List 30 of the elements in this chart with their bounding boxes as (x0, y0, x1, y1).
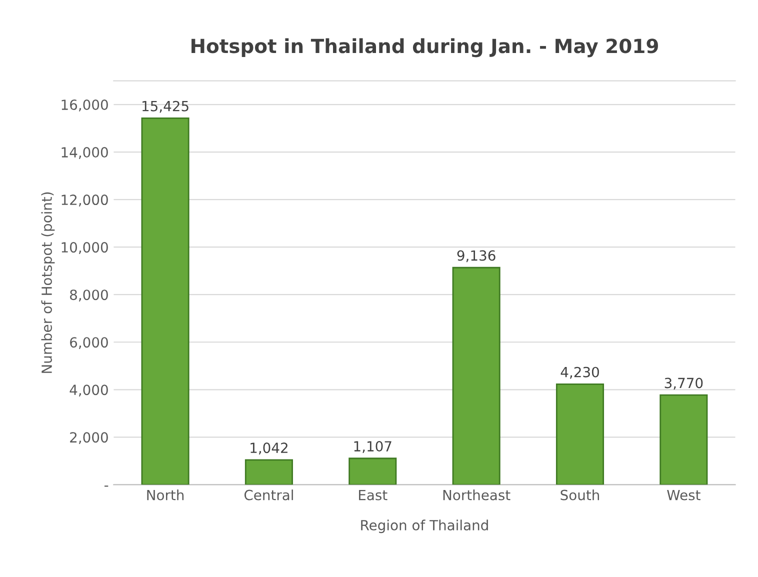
y-tick-label: 2,000 (70, 432, 108, 444)
data-label: 9,136 (457, 250, 496, 262)
x-tick-label: North (147, 490, 184, 500)
bar (452, 266, 500, 485)
data-label: 4,230 (560, 366, 599, 379)
x-axis-title: Region of Thailand (361, 520, 488, 534)
x-tick-label: Northeast (443, 490, 510, 500)
y-tick-label: - (104, 486, 108, 487)
y-tick-label: 14,000 (62, 147, 108, 159)
y-tick-label: 8,000 (70, 290, 108, 302)
chart-title: Hotspot in Thailand during Jan. - May 2019 (192, 38, 658, 58)
x-tick-label: South (560, 490, 600, 500)
x-tick-label: Central (244, 490, 293, 500)
y-tick-label: 16,000 (62, 100, 108, 112)
data-label: 1,107 (354, 441, 392, 453)
y-tick-label: 10,000 (62, 242, 108, 254)
bar (660, 394, 708, 485)
data-label: 1,042 (250, 442, 288, 454)
x-tick-label: West (667, 490, 700, 500)
y-axis-title: Number of Hotspot (point) (41, 192, 55, 373)
bar (556, 383, 604, 485)
bar (141, 118, 190, 485)
bar (244, 459, 293, 485)
y-tick-label: 6,000 (70, 337, 108, 350)
x-tick-label: East (359, 490, 388, 500)
data-label: 3,770 (664, 378, 703, 390)
y-tick-label: 4,000 (70, 384, 108, 397)
y-tick-label: 12,000 (62, 194, 108, 206)
bar (348, 458, 397, 485)
data-label: 15,425 (142, 100, 188, 113)
